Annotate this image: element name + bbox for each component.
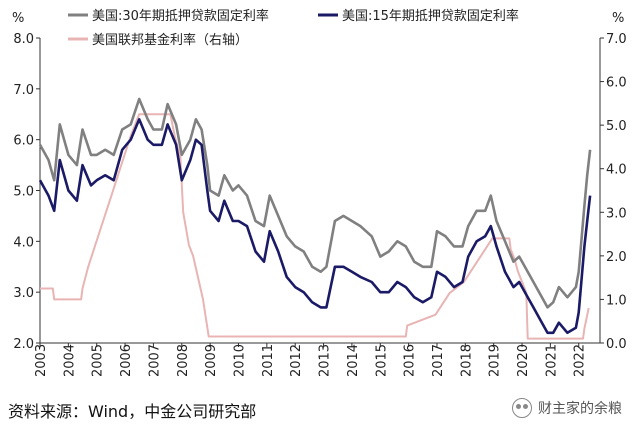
right-tick-label: 3.0 bbox=[606, 206, 627, 221]
series-line-0 bbox=[38, 97, 592, 309]
x-tick-label: 2009 bbox=[204, 344, 219, 377]
x-tick-label: 2013 bbox=[318, 344, 333, 377]
x-tick-label: 2003 bbox=[34, 344, 49, 377]
right-tick-label: 6.0 bbox=[606, 76, 627, 91]
left-tick-label: 7.0 bbox=[13, 83, 34, 98]
series-line-1 bbox=[38, 118, 592, 335]
x-tick-label: 2012 bbox=[289, 344, 304, 377]
legend-label-2: 美国联邦基金利率（右轴） bbox=[92, 32, 248, 48]
left-tick-label: 6.0 bbox=[13, 134, 34, 149]
x-tick-label: 2020 bbox=[516, 344, 531, 377]
left-axis-unit: % bbox=[12, 11, 24, 26]
left-tick-label: 4.0 bbox=[13, 235, 34, 250]
right-tick-label: 1.0 bbox=[606, 293, 627, 308]
right-tick-label: 5.0 bbox=[606, 119, 627, 134]
x-tick-label: 2010 bbox=[232, 344, 247, 377]
left-tick-label: 2.0 bbox=[13, 337, 34, 352]
chart-svg: % % 2.0 3.0 4.0 5.0 6.0 7.0 8.0 0.0 1.0 2.0 3.0 4.0 5.… bbox=[12, 8, 627, 377]
legend-label-1: 美国:15年期抵押贷款固定利率 bbox=[342, 8, 519, 24]
x-tick-label: 2017 bbox=[431, 344, 446, 377]
wechat-icon bbox=[512, 398, 532, 418]
x-tick-label: 2008 bbox=[176, 344, 191, 377]
left-tick-label: 5.0 bbox=[13, 185, 34, 200]
watermark: 财主家的余粮 bbox=[512, 398, 622, 418]
right-tick-label: 0.0 bbox=[606, 337, 627, 352]
x-tick-label: 2019 bbox=[488, 344, 503, 377]
watermark-text: 财主家的余粮 bbox=[538, 401, 622, 417]
x-tick-label: 2005 bbox=[91, 344, 106, 377]
x-tick-label: 2014 bbox=[346, 344, 361, 377]
series-line-2 bbox=[40, 113, 590, 340]
x-tick-label: 2011 bbox=[261, 344, 276, 377]
source-note: 资料来源：Wind，中金公司研究部 bbox=[8, 402, 257, 421]
right-tick-label: 4.0 bbox=[606, 163, 627, 178]
x-tick-label: 2004 bbox=[62, 344, 77, 377]
chart-area: %% 2.0 3.0 4.0 5.0 6.0 7.0 8.0 0.0 1.0 2.0 3.0 4.0 5.… bbox=[12, 8, 627, 377]
left-tick-label: 3.0 bbox=[13, 286, 34, 301]
right-tick-label: 2.0 bbox=[606, 250, 627, 265]
right-axis-unit: % bbox=[612, 11, 624, 26]
x-tick-label: 2015 bbox=[374, 344, 389, 377]
right-tick-label: 7.0 bbox=[606, 32, 627, 47]
x-tick-label: 2022 bbox=[573, 344, 588, 377]
left-tick-label: 8.0 bbox=[13, 32, 34, 47]
x-tick-label: 2006 bbox=[119, 344, 134, 377]
legend-label-0: 美国:30年期抵押贷款固定利率 bbox=[92, 8, 269, 24]
x-tick-label: 2007 bbox=[147, 344, 162, 377]
x-tick-label: 2018 bbox=[459, 344, 474, 377]
x-tick-label: 2021 bbox=[544, 344, 559, 377]
x-tick-label: 2016 bbox=[403, 344, 418, 377]
